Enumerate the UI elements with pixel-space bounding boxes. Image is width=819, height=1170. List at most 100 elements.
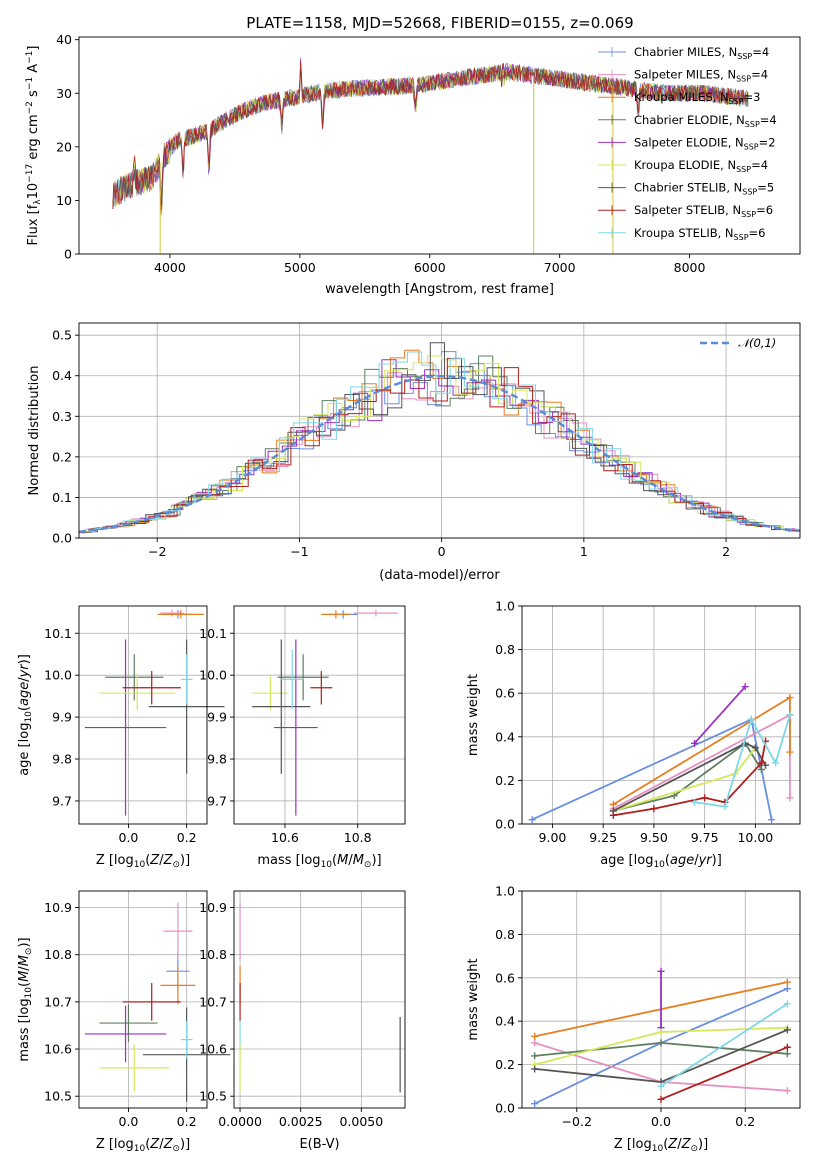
y-tick-label: 10.6 xyxy=(44,1042,72,1057)
data-point-salpeter-miles xyxy=(160,609,184,617)
data-point-kroupa-elodie xyxy=(99,676,175,710)
weight-vs-age-plot-area xyxy=(528,683,794,824)
legend-label: Kroupa STELIB, NSSP=6 xyxy=(634,226,765,242)
x-tick-label: 6000 xyxy=(414,260,446,275)
data-point-salpeter-miles xyxy=(354,609,398,617)
weight-series-kroupa-elodie xyxy=(609,744,759,815)
x-tick-label: 5000 xyxy=(284,260,316,275)
data-point-chabrier-elodie xyxy=(277,654,329,701)
y-axis-label: Flux [fλ10−17 erg cm−2 s−1 A−1] xyxy=(25,46,43,246)
x-tick-label: 0.2 xyxy=(177,1114,197,1129)
y-tick-label: 0.6 xyxy=(495,970,515,985)
weight-marker xyxy=(531,1032,539,1040)
x-tick-label: 0.0 xyxy=(651,1114,671,1129)
weight-marker xyxy=(657,1095,665,1103)
weight-marker xyxy=(701,794,709,802)
y-axis-label: mass [log10(M/M⊙)] xyxy=(17,937,34,1061)
weight-marker xyxy=(657,1082,665,1090)
weight-line xyxy=(660,1046,788,1101)
weight-series-chabrier-stelib xyxy=(609,739,770,815)
y-tick-label: 10.8 xyxy=(199,947,227,962)
data-point-salpeter-elodie xyxy=(274,639,318,816)
y-tick-label: 10.0 xyxy=(199,668,227,683)
y-tick-label: 9.8 xyxy=(207,752,227,767)
weight-marker xyxy=(783,1000,791,1008)
mass-vs-ebv-plot-area xyxy=(239,902,401,1093)
x-axis-label: (data-model)/error xyxy=(379,568,500,583)
weight-series-salpeter-elodie xyxy=(690,683,749,747)
weight-marker xyxy=(783,978,791,986)
spectrum-legend: Chabrier MILES, NSSP=4 Salpeter MILES, NS… xyxy=(598,45,777,242)
x-axis-label: wavelength [Angstrom, rest frame] xyxy=(325,282,554,297)
weight-marker xyxy=(786,694,794,702)
data-point-kroupa-stelib xyxy=(180,654,193,705)
figure-title: PLATE=1158, MJD=52668, FIBERID=0155, z=0… xyxy=(246,14,633,32)
y-tick-label: 10.7 xyxy=(199,994,227,1009)
mass-vs-Z-panel: 0.0 0.210.510.610.710.810.9Z [log10(Z/Z⊙)… xyxy=(17,890,231,1154)
weight-marker xyxy=(609,811,617,819)
weight-marker xyxy=(609,800,617,808)
y-tick-label: 0.3 xyxy=(52,409,72,424)
weight-series-salpeter-stelib xyxy=(657,1043,791,1103)
weight-line xyxy=(613,741,763,812)
x-axis-label: mass [log10(M/M⊙)] xyxy=(257,853,381,870)
y-tick-label: 10.9 xyxy=(44,900,72,915)
y-tick-label: 0.6 xyxy=(495,686,515,701)
x-axis-label: Z [log10(Z/Z⊙)] xyxy=(614,1137,708,1154)
weight-marker xyxy=(531,1039,539,1047)
weight-marker xyxy=(657,1028,665,1036)
legend-label: Salpeter MILES, NSSP=4 xyxy=(634,68,768,84)
weight-marker xyxy=(786,794,794,802)
axes-frame xyxy=(78,605,208,825)
weight-marker xyxy=(657,967,665,975)
data-point-kroupa-miles xyxy=(321,610,351,619)
x-axis-label: E(B-V) xyxy=(299,1137,339,1152)
y-tick-label: 1.0 xyxy=(495,599,515,614)
y-tick-label: 9.9 xyxy=(207,710,227,725)
y-tick-label: 9.9 xyxy=(52,710,72,725)
mass-vs-ebv-panel: 0.0000 0.0025 0.0050 10.5 10.6 10.7 10.8 10.9 xyxy=(199,890,406,1129)
x-tick-label: 8000 xyxy=(674,260,706,275)
x-tick-label: 7000 xyxy=(544,260,576,275)
weight-line xyxy=(693,686,746,744)
weight-marker xyxy=(768,816,776,824)
weight-series-salpeter-elodie xyxy=(657,967,665,1032)
legend-label: Kroupa ELODIE, NSSP=4 xyxy=(634,158,768,174)
x-tick-label: 9.50 xyxy=(640,830,668,845)
legend-label: Salpeter ELODIE, NSSP=2 xyxy=(634,135,776,151)
y-tick-label: 10.5 xyxy=(44,1089,72,1104)
data-point-salpeter-stelib xyxy=(122,982,181,1021)
data-point-chabrier-stelib xyxy=(252,639,311,774)
y-tick-label: 9.8 xyxy=(52,752,72,767)
weight-marker xyxy=(757,766,765,773)
y-tick-label: 0.2 xyxy=(52,449,72,464)
x-tick-label: 0 xyxy=(438,544,446,559)
y-axis-label: Normed distribution xyxy=(27,366,42,496)
y-tick-label: 30 xyxy=(56,86,72,101)
legend-label: Salpeter STELIB, NSSP=6 xyxy=(634,203,773,219)
x-tick-label: 0.2 xyxy=(735,1114,755,1129)
y-tick-label: 0.5 xyxy=(52,328,72,343)
weight-marker xyxy=(721,803,729,811)
data-point-kroupa-miles xyxy=(160,966,196,1005)
data-point-salpeter-elodie xyxy=(84,1005,167,1063)
y-tick-label: 0.1 xyxy=(52,490,72,505)
weight-line xyxy=(613,741,767,817)
legend-label: 𝒩(0,1) xyxy=(738,336,776,350)
residuals-plot-area xyxy=(78,342,800,534)
weight-vs-Z-panel: −0.2 0.0 0.2 0.0 0.2 0.4 0.6 0.8 1.0 Z [log10(Z/Z… xyxy=(466,884,801,1154)
weight-marker xyxy=(783,1087,791,1095)
y-tick-label: 10.1 xyxy=(199,626,227,641)
y-tick-label: 0.2 xyxy=(495,1057,515,1072)
y-tick-label: 10.1 xyxy=(44,626,72,641)
y-tick-label: 20 xyxy=(56,139,72,154)
weight-series-kroupa-stelib xyxy=(657,1000,791,1090)
y-tick-label: 10.8 xyxy=(44,947,72,962)
axes-frame xyxy=(78,890,208,1109)
weight-marker xyxy=(783,1043,791,1051)
data-point-salpeter-miles xyxy=(163,902,193,960)
spectrum-plot-area xyxy=(112,57,749,254)
x-tick-label: 0.0000 xyxy=(218,1114,262,1129)
residual-hist-salpeter-stelib xyxy=(79,357,800,533)
y-tick-label: 0.0 xyxy=(495,1101,515,1116)
